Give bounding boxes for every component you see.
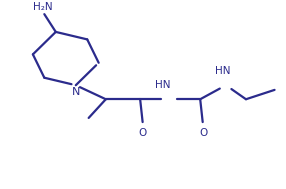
- Text: HN: HN: [215, 66, 231, 76]
- Text: O: O: [199, 128, 207, 138]
- Text: H₂N: H₂N: [33, 2, 53, 12]
- Text: N: N: [72, 88, 80, 98]
- Text: HN: HN: [155, 80, 171, 90]
- Text: O: O: [139, 128, 147, 138]
